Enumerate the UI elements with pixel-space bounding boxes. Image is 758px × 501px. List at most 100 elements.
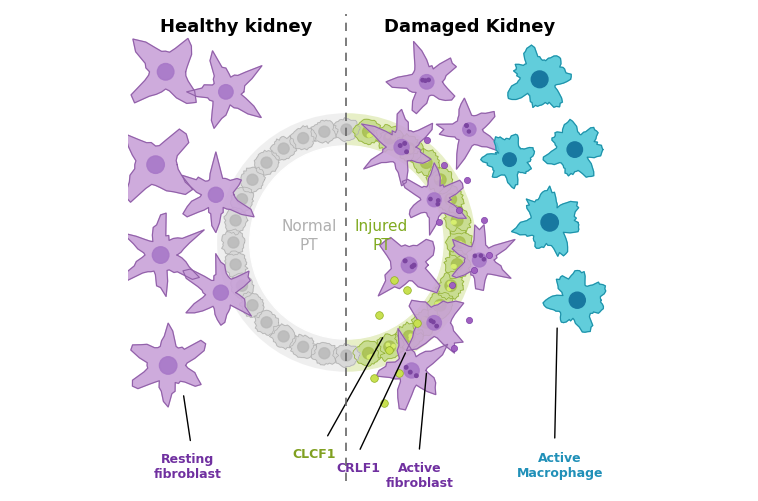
Text: CLCF1: CLCF1 <box>292 447 336 460</box>
Wedge shape <box>346 114 475 372</box>
Circle shape <box>453 237 465 249</box>
Polygon shape <box>435 272 464 300</box>
Circle shape <box>459 242 462 245</box>
Polygon shape <box>406 301 464 353</box>
Polygon shape <box>352 120 385 145</box>
Text: CRLF1: CRLF1 <box>336 461 380 474</box>
Circle shape <box>435 177 438 181</box>
Polygon shape <box>362 110 433 186</box>
Circle shape <box>465 125 468 128</box>
Circle shape <box>419 76 434 90</box>
Circle shape <box>147 157 164 174</box>
Circle shape <box>319 348 330 359</box>
Circle shape <box>422 318 425 321</box>
Circle shape <box>429 319 433 323</box>
Polygon shape <box>224 252 248 278</box>
Polygon shape <box>543 120 603 178</box>
Polygon shape <box>333 344 360 368</box>
Polygon shape <box>231 274 254 300</box>
Polygon shape <box>124 130 193 203</box>
Circle shape <box>541 214 559 231</box>
Polygon shape <box>182 153 254 233</box>
Polygon shape <box>269 324 296 350</box>
Polygon shape <box>508 46 572 108</box>
Circle shape <box>403 142 406 146</box>
Circle shape <box>473 255 477 258</box>
Polygon shape <box>312 343 339 365</box>
Polygon shape <box>221 229 245 256</box>
Polygon shape <box>255 151 280 176</box>
Polygon shape <box>224 208 248 235</box>
Polygon shape <box>131 40 196 104</box>
Polygon shape <box>426 167 453 195</box>
Circle shape <box>451 215 463 227</box>
Polygon shape <box>443 205 471 234</box>
Circle shape <box>453 265 456 269</box>
Circle shape <box>362 348 374 359</box>
Text: Healthy kidney: Healthy kidney <box>160 18 312 36</box>
Circle shape <box>462 243 465 247</box>
Circle shape <box>447 288 451 291</box>
Circle shape <box>431 321 435 324</box>
Polygon shape <box>255 311 280 336</box>
Text: Injured
PT: Injured PT <box>355 219 408 252</box>
Polygon shape <box>240 168 265 193</box>
Text: Resting
fibroblast: Resting fibroblast <box>153 452 221 480</box>
Circle shape <box>435 325 438 328</box>
Circle shape <box>531 72 548 89</box>
Circle shape <box>368 356 371 359</box>
Circle shape <box>403 260 407 263</box>
Polygon shape <box>183 254 252 326</box>
Polygon shape <box>378 238 440 296</box>
Circle shape <box>159 357 177 374</box>
Polygon shape <box>131 324 205 407</box>
Circle shape <box>447 201 451 204</box>
Circle shape <box>368 135 371 138</box>
Text: Active
fibroblast: Active fibroblast <box>387 461 454 489</box>
Circle shape <box>409 337 412 341</box>
Circle shape <box>462 124 476 137</box>
Circle shape <box>230 215 241 226</box>
Circle shape <box>261 317 272 328</box>
Circle shape <box>401 258 417 274</box>
Circle shape <box>421 79 424 83</box>
Circle shape <box>438 302 441 306</box>
Circle shape <box>228 237 239 248</box>
Circle shape <box>435 303 438 306</box>
Circle shape <box>438 177 441 180</box>
Circle shape <box>453 221 456 224</box>
Circle shape <box>434 174 446 186</box>
Polygon shape <box>230 188 254 215</box>
Circle shape <box>410 266 414 269</box>
Circle shape <box>434 300 446 312</box>
Circle shape <box>218 86 233 100</box>
Circle shape <box>472 254 487 268</box>
Circle shape <box>451 259 463 271</box>
Circle shape <box>278 144 289 155</box>
Circle shape <box>341 350 352 361</box>
Circle shape <box>422 158 425 161</box>
Circle shape <box>567 143 582 158</box>
Polygon shape <box>333 118 360 142</box>
Circle shape <box>319 127 330 138</box>
Text: Normal
PT: Normal PT <box>281 219 337 252</box>
Wedge shape <box>217 114 346 372</box>
Polygon shape <box>481 135 534 189</box>
Circle shape <box>384 133 396 145</box>
Polygon shape <box>452 225 515 291</box>
Polygon shape <box>377 329 448 410</box>
Polygon shape <box>436 186 464 214</box>
Circle shape <box>482 258 486 262</box>
Circle shape <box>230 260 241 271</box>
Polygon shape <box>386 43 456 114</box>
Circle shape <box>278 331 289 342</box>
Circle shape <box>448 196 451 199</box>
Circle shape <box>387 135 390 139</box>
Circle shape <box>451 221 455 224</box>
Circle shape <box>158 64 174 81</box>
Polygon shape <box>186 52 262 129</box>
Polygon shape <box>427 293 453 321</box>
Polygon shape <box>375 334 404 362</box>
Circle shape <box>468 131 471 134</box>
Circle shape <box>394 140 409 155</box>
